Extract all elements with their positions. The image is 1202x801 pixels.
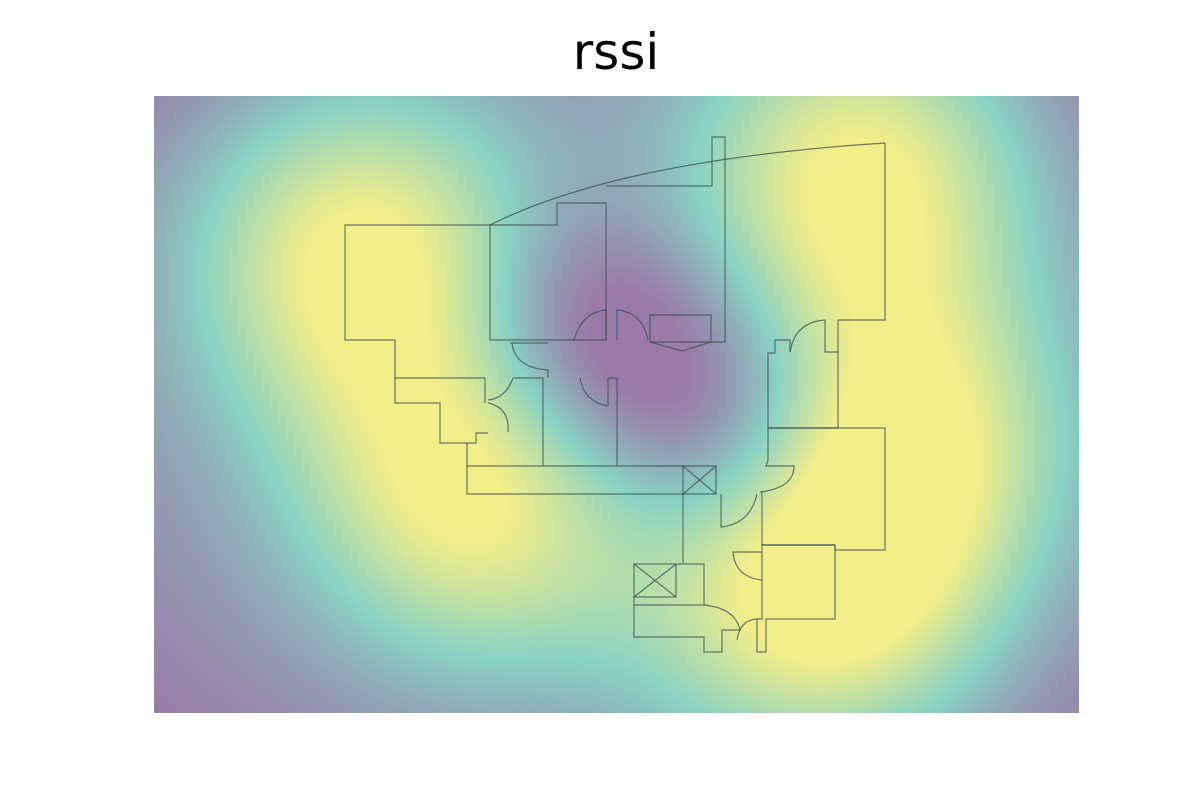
door-arc bbox=[789, 319, 838, 353]
door-arc bbox=[579, 377, 609, 407]
door-arc bbox=[720, 493, 758, 528]
right-lower-wall bbox=[761, 427, 886, 551]
door-arc bbox=[759, 428, 795, 493]
door-arc bbox=[736, 618, 758, 641]
door-arc bbox=[703, 604, 741, 631]
heatmap-plot bbox=[154, 96, 1079, 713]
hall-wall bbox=[608, 377, 618, 466]
door-arc bbox=[573, 309, 607, 341]
elevator-x bbox=[682, 465, 717, 495]
door-arc bbox=[732, 551, 763, 581]
outer-wall-curve bbox=[489, 142, 886, 226]
elevator-box bbox=[682, 465, 717, 495]
closet-v bbox=[649, 341, 712, 352]
closet bbox=[649, 314, 712, 343]
room-right bbox=[767, 143, 886, 429]
stair-x bbox=[633, 563, 677, 598]
chart-title: rssi bbox=[572, 23, 660, 81]
door-arc bbox=[510, 342, 549, 378]
room-upper-mid bbox=[606, 136, 726, 343]
door-arc bbox=[487, 402, 509, 433]
room-bottom-right bbox=[756, 544, 836, 653]
door-arc bbox=[616, 309, 649, 341]
left-corridor-wall bbox=[394, 378, 488, 444]
left-inner-wall bbox=[466, 443, 683, 495]
floor-plan-overlay bbox=[344, 136, 886, 653]
left-room-wall bbox=[344, 224, 490, 379]
room-bottom-left bbox=[633, 563, 740, 653]
stair-box bbox=[633, 563, 677, 598]
hall-wall bbox=[487, 377, 514, 401]
hall-wall bbox=[513, 377, 544, 466]
room-upper-left bbox=[489, 202, 607, 341]
